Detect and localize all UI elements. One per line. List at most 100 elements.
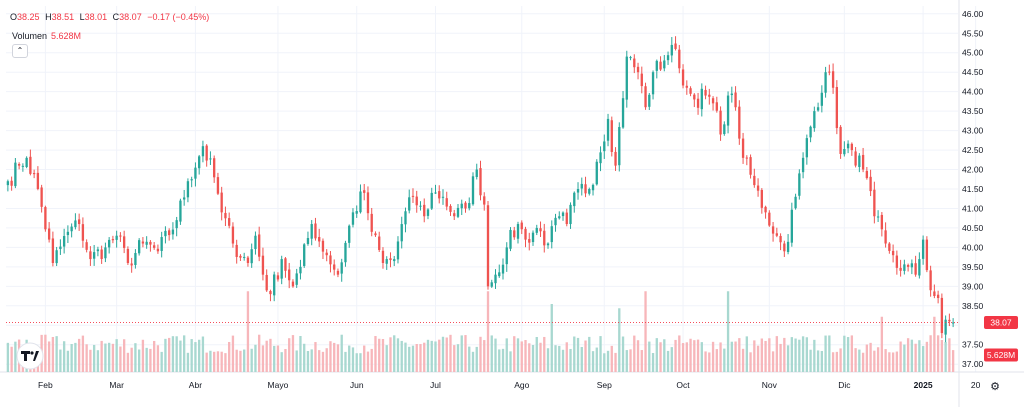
candle-body [284,258,287,271]
volume-bar [756,345,760,372]
volume-bar [14,341,17,372]
candle-body [644,86,647,108]
volume-bar [903,344,906,372]
volume-bar [299,335,302,372]
candle-body [734,92,737,108]
last-price-label: 38.07 [990,318,1012,328]
candle-body [689,88,692,94]
volume-bar [805,337,808,372]
candle-body [760,189,763,208]
y-tick-label: 44.00 [962,87,984,97]
volume-bar [801,336,805,372]
y-tick-label: 41.50 [962,184,984,194]
candle-body [168,230,171,236]
volume-bar [606,350,610,372]
y-tick-label: 38.50 [962,301,984,311]
volume-bar [873,350,876,372]
candle-body [614,151,617,166]
volume-bar [359,353,362,372]
candle-body [715,102,718,111]
candle-body [524,228,527,240]
volume-bar [141,339,145,372]
volume-bar [77,338,81,372]
candle-body [591,184,595,191]
volume-bar [291,335,295,372]
x-tick-label: Jun [350,380,364,390]
volume-bar [621,336,625,372]
volume-bar [865,344,869,372]
x-tick-label: Ago [514,380,529,390]
candle-body [104,247,107,259]
candle-body [411,195,415,197]
candle-body [914,263,917,275]
volume-bar [884,349,887,372]
volume-bar [711,341,715,372]
volume-bar [81,335,85,372]
volume-bar [888,352,891,372]
candle-body [786,241,790,252]
volume-bar [190,339,193,372]
candle-body [629,57,632,59]
y-tick-label: 40.00 [962,242,984,252]
x-tick-label: Oct [676,380,690,390]
volume-bar [861,352,865,372]
volume-bar [498,349,501,372]
volume-bar [183,335,186,372]
candle-body [516,224,520,239]
candle-body [96,249,100,252]
candle-body [273,274,276,296]
chevron-up-icon[interactable]: ⌃ [12,44,28,58]
volume-bar [363,345,366,372]
volume-bar [704,351,707,372]
volume-bar [284,348,287,372]
volume-bar [295,350,298,372]
candle-body [134,252,137,266]
candle-body [835,87,839,129]
candle-body [595,161,598,185]
volume-bar [648,341,651,372]
candle-body [321,240,325,252]
volume-bar [228,341,231,372]
volume-bar [614,352,617,372]
candle-body [32,173,36,175]
candle-body [164,230,167,237]
volume-bar [726,291,730,372]
volume-bar [786,345,790,372]
candle-body [925,239,929,271]
volume-bar [663,339,666,372]
volume-bar [925,341,929,372]
candle-body [580,183,583,189]
candle-body [21,165,25,167]
candle-body [948,319,951,322]
candle-body [359,191,362,213]
candle-body [940,297,944,334]
candle-body [944,319,947,335]
volume-bar [96,350,100,372]
candle-body [843,149,846,155]
volume-bar [659,342,662,372]
candle-body [498,272,501,277]
candle-body [385,259,388,264]
candle-body [674,43,677,49]
candle-body [258,234,261,257]
candle-body [899,267,902,271]
candle-body [726,95,730,126]
candle-body [156,248,160,252]
volume-bar [370,348,373,372]
candle-body [201,146,205,157]
gear-icon[interactable]: ⚙ [990,381,1000,393]
volume-bar [89,349,92,372]
volume-bar [310,349,313,372]
y-tick-label: 40.50 [962,223,984,233]
volume-bar [828,335,831,372]
volume-bar [280,352,283,372]
volume-bar [329,341,332,372]
candle-body [828,71,831,73]
candle-body [261,255,265,275]
volume-bar [644,291,647,372]
volume-bar [486,291,490,372]
candle-body [599,152,602,164]
volume-bar [430,340,433,372]
ohlc-legend: O38.25 H38.51 L38.01 C38.07 −0.17 (−0.45… [10,12,209,22]
